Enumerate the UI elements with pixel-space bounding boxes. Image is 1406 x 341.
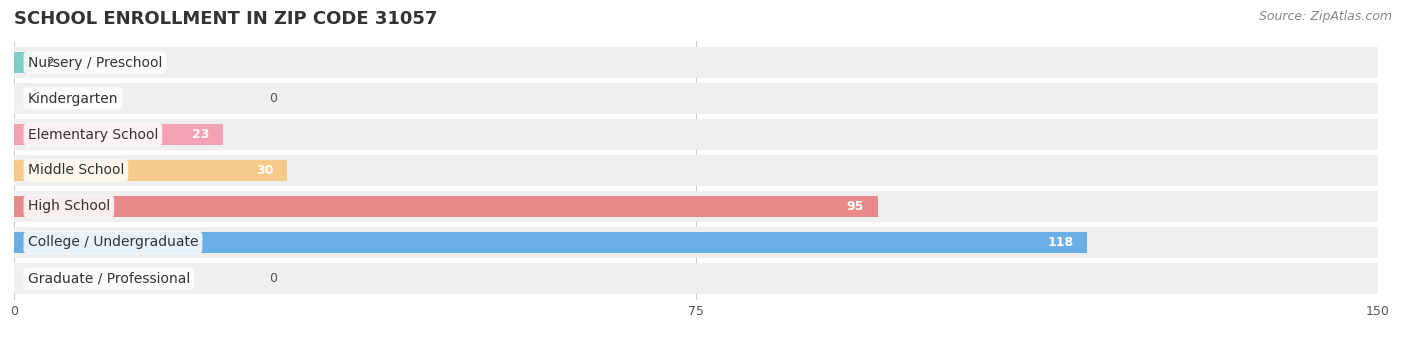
Bar	[14, 196, 877, 217]
Bar	[14, 124, 224, 145]
Bar	[14, 155, 1378, 186]
Text: 2: 2	[46, 56, 53, 69]
Text: Nursery / Preschool: Nursery / Preschool	[28, 56, 162, 70]
Bar	[14, 160, 287, 181]
Bar	[14, 119, 1378, 150]
Text: 118: 118	[1047, 236, 1073, 249]
Bar	[14, 47, 1378, 78]
Text: 23: 23	[193, 128, 209, 141]
Text: 0: 0	[269, 272, 277, 285]
Text: 95: 95	[846, 200, 865, 213]
Text: Source: ZipAtlas.com: Source: ZipAtlas.com	[1258, 10, 1392, 23]
Text: Middle School: Middle School	[28, 163, 124, 178]
Text: Elementary School: Elementary School	[28, 128, 157, 142]
Bar	[14, 52, 32, 73]
Text: 30: 30	[256, 164, 273, 177]
Text: 0: 0	[269, 92, 277, 105]
Bar	[14, 263, 1378, 294]
Bar	[14, 227, 1378, 258]
Bar	[14, 232, 1087, 253]
Bar	[14, 83, 1378, 114]
Bar	[14, 191, 1378, 222]
Text: High School: High School	[28, 199, 110, 213]
Text: Kindergarten: Kindergarten	[28, 91, 118, 105]
Text: College / Undergraduate: College / Undergraduate	[28, 236, 198, 250]
Text: Graduate / Professional: Graduate / Professional	[28, 271, 190, 285]
Text: SCHOOL ENROLLMENT IN ZIP CODE 31057: SCHOOL ENROLLMENT IN ZIP CODE 31057	[14, 10, 437, 28]
